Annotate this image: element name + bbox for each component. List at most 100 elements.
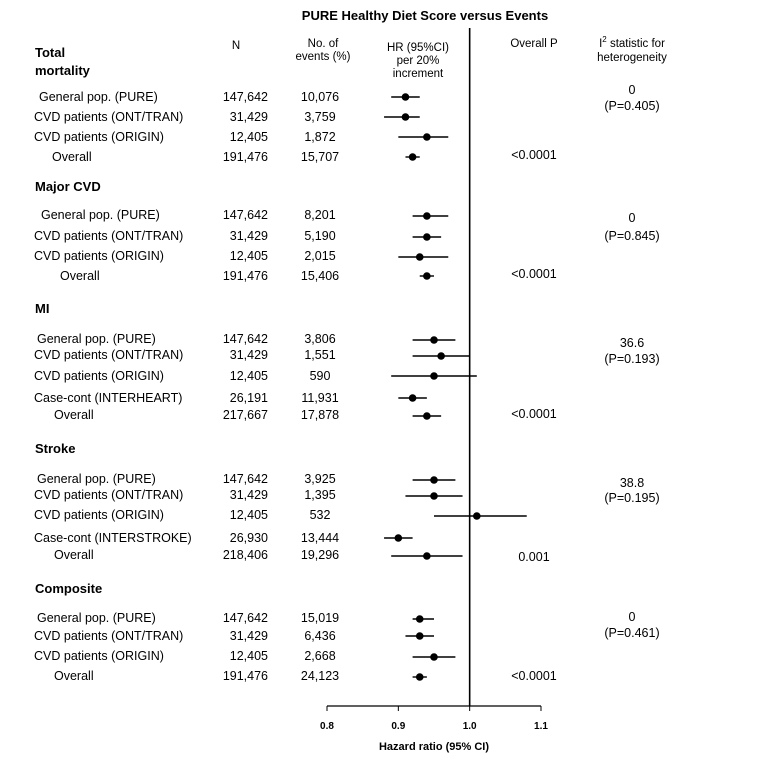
row-n: 147,642 bbox=[223, 472, 268, 486]
x-tick-label: 1.1 bbox=[534, 721, 548, 732]
row-n: 147,642 bbox=[223, 332, 268, 346]
point-estimate bbox=[415, 615, 424, 623]
group-title: Stroke bbox=[35, 441, 75, 456]
point-estimate bbox=[430, 653, 438, 661]
row-events: 6,436 bbox=[304, 629, 335, 643]
row-label: CVD patients (ORIGIN) bbox=[34, 130, 164, 144]
header-overall-p: Overall P bbox=[510, 38, 558, 50]
row-n: 191,476 bbox=[223, 269, 268, 283]
row-n: 217,667 bbox=[223, 408, 268, 422]
row-n: 12,405 bbox=[230, 249, 268, 263]
point-estimate bbox=[430, 336, 438, 344]
point-estimate bbox=[423, 272, 431, 280]
row-events: 5,190 bbox=[304, 229, 335, 243]
row-events: 2,015 bbox=[304, 249, 335, 263]
row-events: 3,925 bbox=[304, 472, 335, 486]
row-events: 8,201 bbox=[304, 208, 335, 222]
overall-p-value: <0.0001 bbox=[511, 267, 557, 281]
row-n: 191,476 bbox=[223, 669, 268, 683]
point-estimate bbox=[408, 394, 417, 402]
header-hr-line1: HR (95%CI) bbox=[387, 42, 449, 54]
header-events-line2: events (%) bbox=[296, 51, 351, 63]
point-estimate bbox=[423, 233, 431, 241]
row-label: General pop. (PURE) bbox=[41, 208, 160, 222]
row-n: 147,642 bbox=[223, 208, 268, 222]
header-events-line1: No. of bbox=[308, 38, 339, 50]
header-i2-line2: heterogeneity bbox=[597, 52, 667, 64]
row-label: Overall bbox=[60, 269, 100, 283]
row-events: 532 bbox=[310, 508, 331, 522]
chart-title: PURE Healthy Diet Score versus Events bbox=[302, 8, 548, 23]
row-label: CVD patients (ORIGIN) bbox=[34, 249, 164, 263]
row-label: CVD patients (ONT/TRAN) bbox=[34, 348, 183, 362]
row-events: 10,076 bbox=[301, 90, 339, 104]
row-events: 19,296 bbox=[301, 548, 339, 562]
row-events: 590 bbox=[310, 369, 331, 383]
row-n: 26,191 bbox=[230, 391, 268, 405]
row-events: 17,878 bbox=[301, 408, 339, 422]
overall-p-value: 0.001 bbox=[518, 550, 549, 564]
point-estimate bbox=[394, 534, 403, 542]
row-label: General pop. (PURE) bbox=[37, 611, 156, 625]
row-n: 218,406 bbox=[223, 548, 268, 562]
row-events: 1,872 bbox=[304, 130, 335, 144]
row-label: CVD patients (ONT/TRAN) bbox=[34, 488, 183, 502]
header-hr-line3: increment bbox=[393, 68, 444, 80]
row-events: 13,444 bbox=[301, 531, 339, 545]
overall-p-value: <0.0001 bbox=[511, 669, 557, 683]
point-estimate bbox=[415, 673, 424, 681]
row-n: 12,405 bbox=[230, 369, 268, 383]
row-n: 31,429 bbox=[230, 110, 268, 124]
x-tick-label: 1.0 bbox=[463, 721, 477, 732]
row-n: 31,429 bbox=[230, 229, 268, 243]
header-n: N bbox=[232, 40, 240, 52]
row-label: CVD patients (ORIGIN) bbox=[34, 649, 164, 663]
row-n: 12,405 bbox=[230, 649, 268, 663]
row-label: Overall bbox=[52, 150, 92, 164]
i2-value: 0 bbox=[629, 83, 636, 97]
i2-value: 0 bbox=[629, 610, 636, 624]
group-title: Composite bbox=[35, 581, 102, 596]
row-n: 26,930 bbox=[230, 531, 268, 545]
header-hr-line2: per 20% bbox=[397, 55, 440, 67]
point-estimate bbox=[437, 352, 445, 360]
row-label: CVD patients (ORIGIN) bbox=[34, 369, 164, 383]
row-events: 15,019 bbox=[301, 611, 339, 625]
row-label: Case-cont (INTERSTROKE) bbox=[34, 531, 192, 545]
row-n: 12,405 bbox=[230, 130, 268, 144]
row-events: 2,668 bbox=[304, 649, 335, 663]
i2-p-value: (P=0.845) bbox=[604, 229, 659, 243]
row-label: CVD patients (ONT/TRAN) bbox=[34, 110, 183, 124]
point-estimate bbox=[415, 632, 424, 640]
x-tick-label: 0.8 bbox=[320, 721, 334, 732]
row-n: 31,429 bbox=[230, 629, 268, 643]
i2-p-value: (P=0.461) bbox=[604, 626, 659, 640]
row-label: General pop. (PURE) bbox=[39, 90, 158, 104]
point-estimate bbox=[423, 412, 431, 420]
group-title-line2: mortality bbox=[35, 63, 91, 78]
row-label: Overall bbox=[54, 408, 94, 422]
point-estimate bbox=[430, 372, 438, 380]
row-n: 147,642 bbox=[223, 90, 268, 104]
row-label: CVD patients (ONT/TRAN) bbox=[34, 629, 183, 643]
row-n: 191,476 bbox=[223, 150, 268, 164]
row-events: 1,395 bbox=[304, 488, 335, 502]
row-events: 24,123 bbox=[301, 669, 339, 683]
point-estimate bbox=[408, 153, 417, 161]
point-estimate bbox=[401, 113, 410, 121]
row-events: 3,759 bbox=[304, 110, 335, 124]
row-label: Overall bbox=[54, 669, 94, 683]
i2-value: 36.6 bbox=[620, 336, 644, 350]
point-estimate bbox=[430, 476, 438, 484]
point-estimate bbox=[423, 552, 431, 560]
group-title: Total bbox=[35, 45, 65, 60]
group-title: MI bbox=[35, 301, 49, 316]
row-events: 3,806 bbox=[304, 332, 335, 346]
point-estimate bbox=[423, 133, 431, 141]
i2-value: 38.8 bbox=[620, 476, 644, 490]
row-label: Overall bbox=[54, 548, 94, 562]
row-events: 11,931 bbox=[301, 391, 338, 405]
point-estimate bbox=[423, 212, 431, 220]
row-label: General pop. (PURE) bbox=[37, 332, 156, 346]
